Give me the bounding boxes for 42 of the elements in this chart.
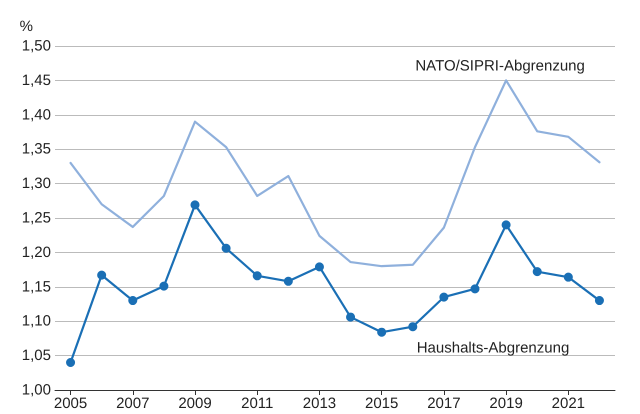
point (128, 296, 138, 306)
y-tick-label: 1,45 (22, 72, 51, 89)
series-label: Haushalts-Abgrenzung (416, 339, 570, 356)
point (66, 358, 76, 367)
point (346, 312, 356, 322)
x-tick-label: 2019 (489, 395, 523, 412)
x-tick-label: 2011 (241, 395, 274, 412)
point (190, 200, 200, 210)
y-tick-label: 1,20 (22, 244, 51, 261)
line-series (69, 79, 601, 268)
y-tick-label: 1,00 (22, 382, 51, 398)
point (564, 272, 573, 282)
point (314, 262, 324, 272)
point (97, 270, 106, 280)
x-tick-label: 2013 (302, 395, 336, 412)
y-tick-label: 1,30 (22, 175, 51, 192)
point (159, 282, 168, 291)
x-tick-label: 2009 (178, 395, 212, 412)
x-tick-label: 2015 (364, 395, 398, 412)
x-tick-label: 2005 (54, 395, 88, 412)
point (284, 276, 293, 286)
y-axis-title: % (20, 18, 33, 35)
x-tick-label: 2017 (427, 395, 461, 412)
point (502, 220, 511, 230)
x-tick-label: 2021 (552, 395, 586, 412)
y-tick-label: 1,15 (22, 278, 51, 296)
point (222, 244, 231, 253)
point (377, 328, 386, 337)
y-tick-label: 1,35 (22, 140, 51, 158)
y-tick-label: 1,40 (22, 106, 51, 124)
point (408, 322, 418, 332)
y-tick-label: 1,25 (22, 210, 51, 226)
x-tick-label: 2007 (116, 395, 150, 412)
point (252, 271, 262, 280)
y-tick-label: 1,50 (22, 38, 51, 54)
point (594, 296, 604, 306)
series-label: NATO/SIPRI-Abgrenzung (415, 57, 585, 74)
y-tick-label: 1,05 (22, 347, 51, 364)
point (439, 292, 448, 302)
point (470, 284, 480, 294)
point (532, 267, 542, 276)
y-tick-label: 1,10 (22, 312, 51, 330)
